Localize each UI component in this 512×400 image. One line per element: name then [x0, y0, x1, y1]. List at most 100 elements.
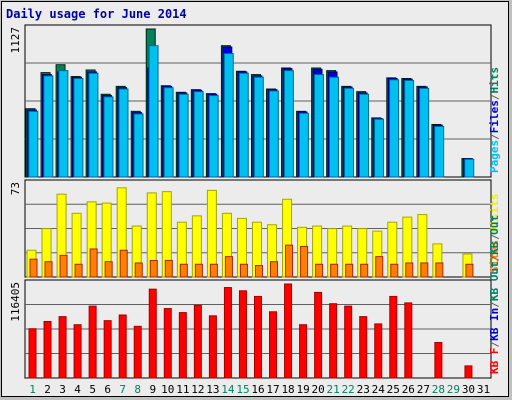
top-ymax-label: 1127: [9, 27, 22, 54]
bottom-bar-kb-f: [299, 324, 308, 379]
middle-bar-sites: [209, 263, 218, 278]
bottom-bar-kb-f: [404, 302, 413, 379]
top-bar-pages: [328, 76, 339, 178]
x-tick-label: 31: [477, 383, 490, 396]
bottom-bar-kb-f: [329, 303, 338, 379]
middle-bar-sites: [420, 262, 429, 278]
top-bar-pages: [313, 74, 324, 178]
top-bar-pages: [374, 118, 385, 178]
middle-bar-sites: [405, 262, 414, 278]
bottom-bar-kb-f: [238, 290, 247, 379]
x-tick-label: 24: [372, 383, 386, 396]
bottom-legend-entry: KB F: [488, 348, 501, 375]
x-tick-label: 21: [327, 383, 340, 396]
middle-bar-sites: [375, 256, 384, 278]
middle-bar-sites: [239, 263, 248, 278]
top-bar-pages: [73, 78, 84, 178]
top-legend-entry: Hits: [488, 67, 501, 94]
x-tick-label: 2: [44, 383, 51, 396]
bottom-legend-entry: /: [488, 341, 501, 348]
x-tick-label: 19: [296, 383, 309, 396]
top-bar-pages: [434, 125, 445, 178]
middle-legend: Sites/Visits: [488, 194, 501, 274]
middle-bar-sites: [29, 258, 38, 278]
bottom-bar-kb-f: [344, 305, 353, 379]
middle-bar-sites: [89, 248, 98, 278]
top-bar-pages: [238, 72, 249, 178]
bottom-bar-kb-f: [359, 316, 368, 379]
middle-bar-sites: [390, 263, 399, 278]
middle-bar-sites: [179, 263, 188, 278]
bottom-legend: KB F/KB In/KB Out/KB Out: [488, 215, 501, 374]
middle-bar-sites: [435, 262, 444, 278]
x-tick-label: 23: [357, 383, 370, 396]
middle-bar-sites: [164, 259, 173, 278]
bottom-legend-entry: KB Out: [488, 215, 501, 255]
middle-bar-sites: [285, 244, 294, 278]
bottom-legend-entry: KB Out: [488, 261, 501, 301]
x-tick-label: 13: [206, 383, 219, 396]
bottom-bar-kb-f: [464, 365, 473, 379]
bottom-bar-kb-f: [28, 328, 37, 379]
bottom-bar-kb-f: [374, 323, 383, 379]
bottom-bar-kb-f: [88, 305, 97, 379]
top-bar-pages: [118, 88, 129, 178]
bottom-legend-entry: /: [488, 301, 501, 308]
x-tick-label: 14: [221, 383, 235, 396]
x-tick-label: 4: [74, 383, 81, 396]
x-tick-label: 10: [161, 383, 174, 396]
top-bar-pages: [283, 70, 294, 178]
x-tick-label: 9: [149, 383, 156, 396]
top-bar-pages: [389, 79, 400, 178]
middle-bar-sites: [59, 254, 68, 278]
x-tick-label: 7: [119, 383, 126, 396]
bottom-bar-kb-f: [269, 311, 278, 379]
x-tick-label: 26: [402, 383, 415, 396]
x-tick-label: 6: [104, 383, 111, 396]
bottom-bar-kb-f: [133, 325, 142, 379]
chart-title: Daily usage for June 2014: [6, 7, 187, 21]
top-bar-pages: [193, 91, 204, 178]
x-tick-label: 1: [29, 383, 36, 396]
bottom-bar-kb-f: [118, 314, 127, 379]
top-legend-entry: Pages: [488, 140, 501, 173]
x-tick-label: 11: [176, 383, 189, 396]
x-tick-label: 29: [447, 383, 460, 396]
bottom-bar-kb-f: [103, 320, 112, 379]
top-bar-pages: [163, 87, 174, 178]
top-bar-pages: [404, 79, 415, 178]
bottom-bar-kb-f: [389, 295, 398, 379]
top-bar-pages: [28, 110, 39, 178]
top-bar-pages: [88, 72, 99, 178]
top-legend-entry: /: [488, 93, 501, 100]
x-tick-label: 30: [462, 383, 475, 396]
middle-bar-sites: [134, 262, 143, 278]
middle-bar-sites: [465, 263, 474, 278]
x-tick-label: 3: [59, 383, 66, 396]
top-bar-pages: [464, 158, 475, 178]
bottom-bar-kb-f: [43, 320, 52, 379]
middle-bar-sites: [330, 263, 339, 278]
middle-legend-entry: Sites: [488, 240, 501, 273]
middle-bar-sites: [194, 263, 203, 278]
middle-bar-sites: [254, 265, 263, 278]
bottom-bar-kb-f: [253, 295, 262, 379]
bottom-bar-kb-f: [434, 341, 443, 379]
bottom-bar-kb-f: [58, 316, 67, 379]
top-bar-pages: [343, 87, 354, 178]
top-bar-pages: [178, 93, 189, 178]
top-bar-pages: [148, 45, 159, 178]
middle-bar-sites: [270, 261, 279, 278]
middle-bar-sites: [224, 256, 233, 278]
bottom-bar-kb-f: [163, 308, 172, 379]
top-bar-pages: [268, 90, 279, 178]
middle-bar-sites: [345, 263, 354, 278]
top-legend: Pages/Files/Hits: [488, 67, 501, 173]
top-bar-pages: [133, 113, 144, 178]
x-tick-label: 28: [432, 383, 445, 396]
bottom-bar-kb-f: [193, 304, 202, 379]
middle-bar-sites: [149, 259, 158, 278]
middle-ymax-label: 73: [9, 182, 22, 195]
top-bar-pages: [253, 76, 264, 178]
top-bar-pages: [298, 112, 309, 178]
